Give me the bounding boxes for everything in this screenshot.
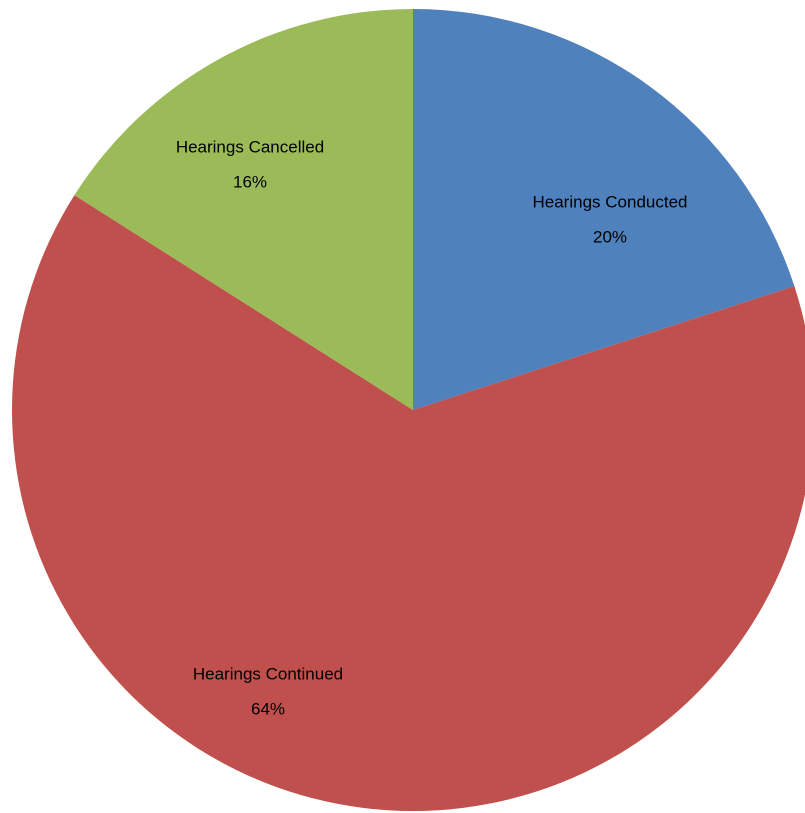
pie-slice: [413, 9, 795, 410]
slice-category-label: Hearings Cancelled: [176, 137, 324, 156]
slice-category-label: Hearings Continued: [193, 664, 343, 683]
pie-slice: [74, 9, 413, 410]
slice-value-label: 64%: [251, 699, 285, 718]
pie-slice: [12, 195, 805, 811]
slice-category-label: Hearings Conducted: [533, 192, 688, 211]
slice-value-label: 20%: [593, 227, 627, 246]
slice-value-label: 16%: [233, 172, 267, 191]
